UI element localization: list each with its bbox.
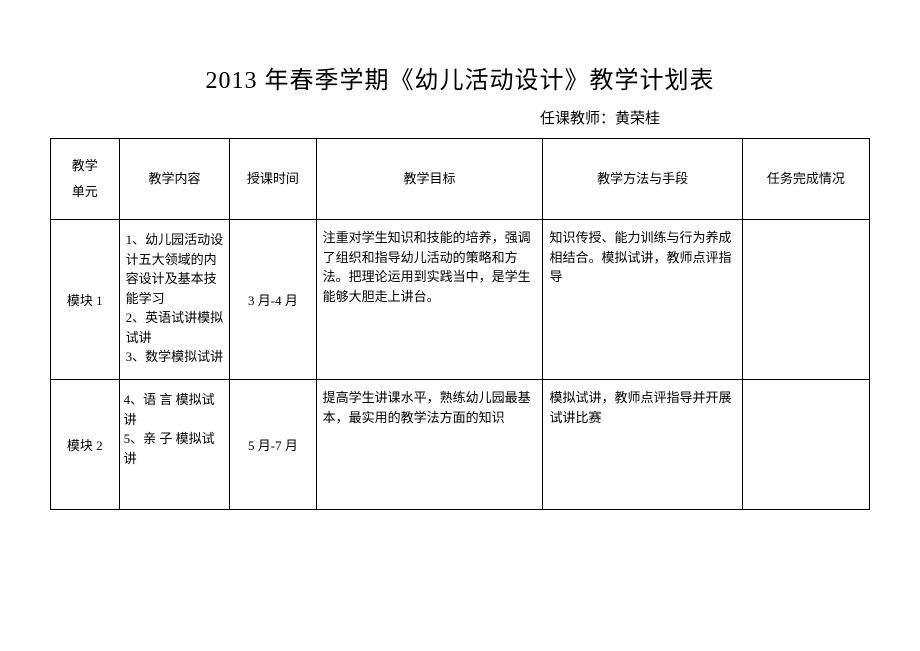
header-method: 教学方法与手段 — [543, 139, 742, 220]
table-header-row: 教学 单元 教学内容 授课时间 教学目标 教学方法与手段 任务完成情况 — [51, 139, 870, 220]
unit-cell: 模块 1 — [51, 220, 120, 380]
teacher-subtitle: 任课教师：黄荣桂 — [50, 107, 870, 128]
header-status: 任务完成情况 — [742, 139, 869, 220]
time-cell: 3 月-4 月 — [230, 220, 316, 380]
plan-table: 教学 单元 教学内容 授课时间 教学目标 教学方法与手段 任务完成情况 模块 1… — [50, 138, 870, 510]
header-time: 授课时间 — [230, 139, 316, 220]
table-row: 模块 1 1、幼儿园活动设计五大领域的内容设计及基本技能学习 2、英语试讲模拟试… — [51, 220, 870, 380]
content-cell: 1、幼儿园活动设计五大领域的内容设计及基本技能学习 2、英语试讲模拟试讲 3、数… — [119, 220, 230, 380]
status-cell — [742, 220, 869, 380]
content-item: 4、语 言 模拟试讲 — [124, 390, 224, 429]
goal-cell: 注重对学生知识和技能的培养，强调了组织和指导幼儿活动的策略和方法。把理论运用到实… — [316, 220, 543, 380]
status-cell — [742, 380, 869, 510]
header-unit: 教学 单元 — [51, 139, 120, 220]
content-item: 2、英语试讲模拟试讲 — [126, 308, 224, 347]
goal-cell: 提高学生讲课水平，熟练幼儿园最基本，最实用的教学法方面的知识 — [316, 380, 543, 510]
time-cell: 5 月-7 月 — [230, 380, 316, 510]
content-item: 1、幼儿园活动设计五大领域的内容设计及基本技能学习 — [126, 230, 224, 308]
unit-cell: 模块 2 — [51, 380, 120, 510]
method-cell: 模拟试讲，教师点评指导并开展试讲比赛 — [543, 380, 742, 510]
header-content: 教学内容 — [119, 139, 230, 220]
header-goal: 教学目标 — [316, 139, 543, 220]
method-cell: 知识传授、能力训练与行为养成相结合。模拟试讲，教师点评指导 — [543, 220, 742, 380]
content-cell: 4、语 言 模拟试讲 5、亲 子 模拟试讲 — [119, 380, 230, 510]
content-item: 5、亲 子 模拟试讲 — [124, 429, 224, 468]
page-title: 2013 年春季学期《幼儿活动设计》教学计划表 — [50, 60, 870, 95]
table-row: 模块 2 4、语 言 模拟试讲 5、亲 子 模拟试讲 5 月-7 月 提高学生讲… — [51, 380, 870, 510]
content-item: 3、数学模拟试讲 — [126, 347, 224, 367]
